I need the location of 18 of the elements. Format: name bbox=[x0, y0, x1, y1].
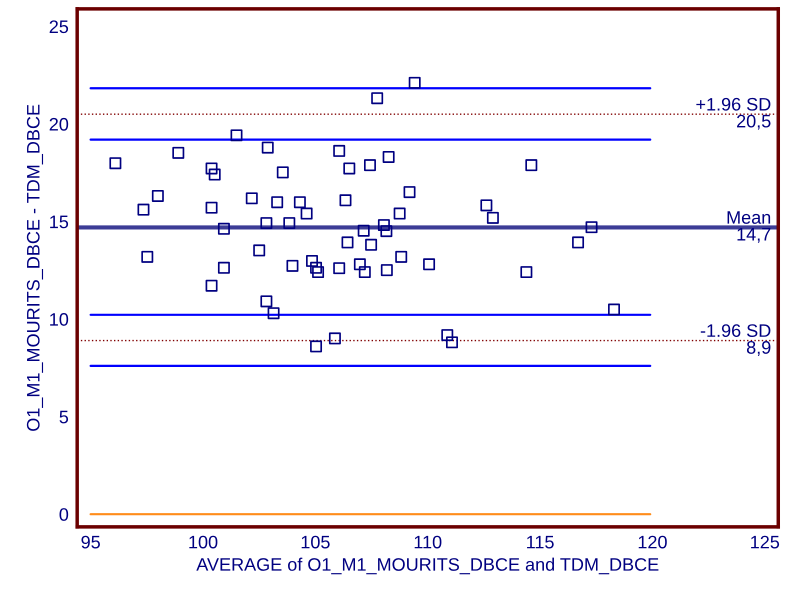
y-axis-title: O1_M1_MOURITS_DBCE - TDM_DBCE bbox=[26, 104, 44, 431]
y-tick-label: 5 bbox=[60, 410, 68, 424]
y-tick-label: 0 bbox=[60, 508, 68, 521]
ref-line-label: Mean 14,7 bbox=[728, 211, 770, 243]
x-tick-label: 125 bbox=[751, 536, 780, 548]
x-tick-label: 120 bbox=[638, 536, 667, 548]
y-tick-label: 10 bbox=[50, 313, 68, 326]
ref-line-label: +1.96 SD 20,5 bbox=[696, 98, 771, 130]
x-tick-label: 115 bbox=[527, 536, 554, 548]
x-tick-label: 95 bbox=[81, 536, 100, 548]
x-tick-label: 110 bbox=[414, 536, 442, 548]
x-axis-title: AVERAGE of O1_M1_MOURITS_DBCE and TDM_DBCE bbox=[196, 558, 658, 574]
y-tick-label: 20 bbox=[50, 118, 68, 131]
y-tick-label: 25 bbox=[50, 20, 68, 34]
x-tick-label: 105 bbox=[302, 536, 330, 548]
ref-line-label: -1.96 SD 8,9 bbox=[700, 324, 770, 356]
y-tick-label: 15 bbox=[50, 216, 68, 228]
x-tick-label: 100 bbox=[189, 536, 218, 548]
